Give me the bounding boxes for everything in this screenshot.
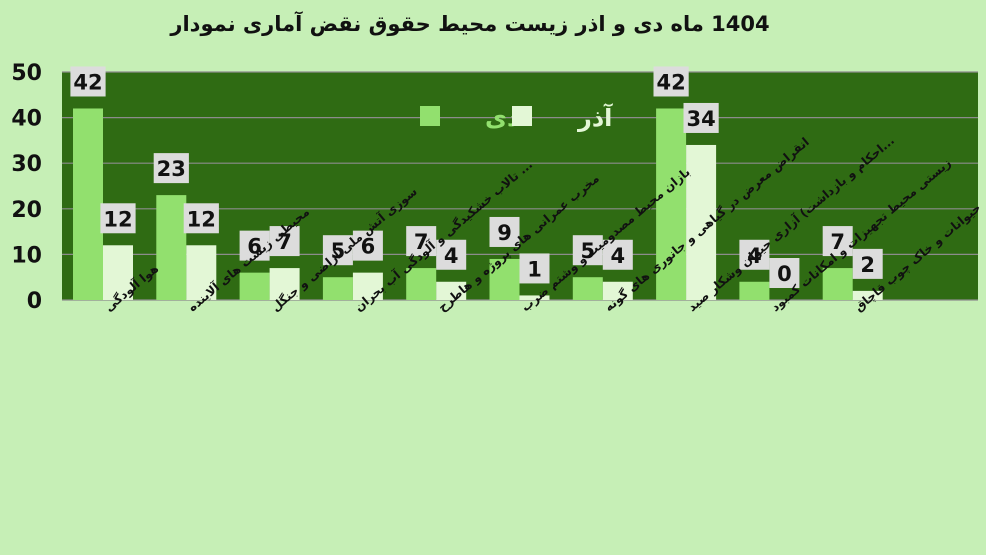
y-tick-label: 40 xyxy=(11,107,42,132)
data-label-box xyxy=(769,258,800,288)
bar xyxy=(436,281,467,300)
data-label-box xyxy=(70,66,106,97)
data-label: 4 xyxy=(747,244,762,268)
data-label-box xyxy=(653,66,689,97)
data-label: 4 xyxy=(610,244,625,268)
bar xyxy=(656,108,687,300)
data-label-box xyxy=(153,153,189,184)
bar xyxy=(572,277,603,300)
data-label-box xyxy=(683,102,719,133)
y-tick-label: 0 xyxy=(27,289,42,314)
y-tick-label: 50 xyxy=(11,61,42,86)
legend-swatch xyxy=(420,106,440,126)
data-label: 6 xyxy=(361,235,376,259)
data-label-box xyxy=(100,203,136,234)
data-label: 0 xyxy=(777,262,792,286)
data-label-box xyxy=(822,226,853,257)
bar xyxy=(103,245,133,300)
bar xyxy=(186,245,217,300)
data-label: 4 xyxy=(444,244,459,268)
data-label-box xyxy=(602,239,633,270)
bar xyxy=(406,268,437,300)
data-label: 6 xyxy=(247,235,262,259)
data-label: 5 xyxy=(580,239,595,263)
data-label: 7 xyxy=(830,230,845,254)
legend-swatch xyxy=(512,106,532,126)
data-label: 12 xyxy=(103,207,132,231)
bar xyxy=(239,272,270,300)
data-label-box xyxy=(739,239,770,270)
data-label: 42 xyxy=(656,70,685,94)
data-label-box xyxy=(322,235,353,266)
legend: دی آذر xyxy=(420,103,613,132)
bar xyxy=(739,281,770,300)
data-label-box xyxy=(436,239,467,270)
bar xyxy=(686,144,717,300)
y-tick-label: 20 xyxy=(11,198,42,223)
bar xyxy=(352,272,383,300)
data-label: 1 xyxy=(527,257,542,281)
data-label: 2 xyxy=(860,253,875,277)
data-label-box xyxy=(519,253,550,284)
data-label: 12 xyxy=(187,207,216,231)
data-label-box xyxy=(352,230,383,261)
legend-label: آذر xyxy=(577,103,613,132)
bar xyxy=(602,281,633,300)
data-label-box xyxy=(269,226,300,257)
data-label-box xyxy=(489,216,520,247)
data-label: 5 xyxy=(331,239,346,263)
y-tick-label: 30 xyxy=(11,152,42,177)
data-label-box xyxy=(239,230,270,261)
bar xyxy=(156,195,187,300)
data-label: 7 xyxy=(277,230,292,254)
data-label: 34 xyxy=(686,107,715,131)
data-label: 9 xyxy=(497,221,512,245)
bar xyxy=(322,277,353,300)
bar xyxy=(489,258,520,300)
data-label: 23 xyxy=(157,157,186,181)
bar xyxy=(73,108,103,300)
data-label-box xyxy=(572,235,603,266)
bar xyxy=(852,290,883,300)
bar xyxy=(519,295,550,300)
bar xyxy=(269,268,300,300)
data-label: 7 xyxy=(414,230,429,254)
chart-title: 1404 ماه دی و اذر زیست محیط حقوق نقض آما… xyxy=(170,12,770,36)
data-label-box xyxy=(183,203,219,234)
data-label-box xyxy=(406,226,437,257)
bar xyxy=(822,268,853,300)
data-label-box xyxy=(852,248,883,279)
y-tick-label: 10 xyxy=(11,243,42,268)
data-label: 42 xyxy=(73,70,102,94)
